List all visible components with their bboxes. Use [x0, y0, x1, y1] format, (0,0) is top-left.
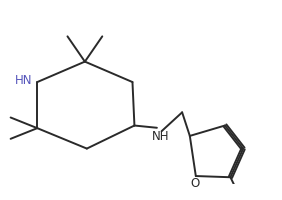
Text: O: O — [191, 176, 200, 189]
Text: HN: HN — [15, 74, 32, 87]
Text: NH: NH — [152, 129, 169, 142]
